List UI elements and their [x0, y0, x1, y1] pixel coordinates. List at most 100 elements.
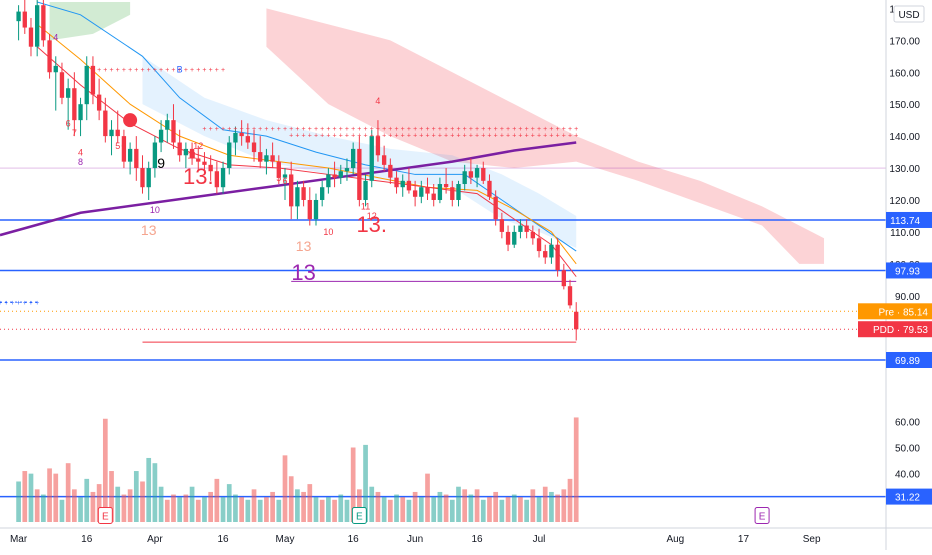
- volume-bar-14: [102, 418, 108, 522]
- cross-marker-2-62: +: [401, 133, 405, 140]
- candle-body-66: [425, 187, 430, 194]
- volume-bar-82: [524, 499, 529, 522]
- cross-marker-1-79: +: [506, 126, 510, 133]
- volume-bar-61: [394, 494, 399, 522]
- price-marker-label-pre: Pre · 85.14: [879, 307, 929, 318]
- volume-bar-0: [16, 481, 21, 522]
- candle-body-65: [419, 187, 424, 197]
- volume-bar-12: [90, 491, 96, 522]
- cross-marker-2-82: +: [525, 133, 529, 140]
- cross-marker-0-20: +: [140, 67, 144, 74]
- volume-bar-74: [474, 489, 480, 522]
- cross-marker-left--1: +: [10, 300, 14, 307]
- time-tick-label-5: 16: [348, 534, 360, 545]
- volume-bar-18: [127, 489, 133, 522]
- volume-bar-65: [418, 497, 424, 522]
- cross-marker-1-38: +: [252, 126, 256, 133]
- cross-marker-1-46: +: [302, 126, 306, 133]
- cross-marker-1-70: +: [450, 126, 454, 133]
- cross-marker-1-51: +: [333, 126, 337, 133]
- annotations: + + + + + + + + + + + + + + + + + + + + + ++ + + + + + + + + + + + + + + + + +…: [0, 32, 770, 524]
- cross-marker-1-43: +: [283, 126, 287, 133]
- candle-body-51: [332, 174, 337, 178]
- candle-body-24: [165, 120, 170, 130]
- candle-body-83: [530, 231, 536, 239]
- candle-body-45: [295, 187, 300, 207]
- volume-bar-85: [542, 486, 548, 522]
- volume-bar-10: [78, 497, 83, 522]
- event-badge-label-2: E: [759, 511, 766, 522]
- candle-body-88: [561, 270, 566, 287]
- volume-bar-90: [573, 417, 579, 522]
- cross-marker-1-58: +: [376, 126, 380, 133]
- volume-bar-32: [214, 478, 220, 522]
- candle-body-79: [505, 231, 511, 245]
- time-tick-label-2: Apr: [147, 534, 163, 545]
- cross-marker-0-21: +: [147, 67, 151, 74]
- event-badge-box-2: [754, 506, 770, 524]
- cross-marker-1-88: +: [562, 126, 566, 133]
- volume-bar-54: [350, 447, 356, 522]
- time-tick-label-4: May: [276, 534, 295, 545]
- candle-body-39: [258, 152, 263, 162]
- volume-bar-17: [121, 494, 127, 522]
- candle-body-12: [90, 65, 96, 95]
- cross-marker-1-36: +: [240, 126, 244, 133]
- volume-bars: [16, 417, 579, 522]
- sequential-label-22: 4: [375, 96, 380, 106]
- volume-level-badge: [886, 488, 932, 505]
- candle-body-77: [493, 196, 498, 220]
- cross-marker-2-54: +: [351, 133, 355, 140]
- candle-body-41: [270, 155, 275, 162]
- volume-bar-40: [264, 497, 269, 522]
- candle-body-30: [202, 161, 207, 165]
- cross-marker-1-72: +: [463, 126, 467, 133]
- candles: [16, 0, 579, 341]
- volume-bar-33: [220, 497, 226, 522]
- candle-body-31: [208, 164, 213, 172]
- volume-bar-35: [233, 494, 238, 522]
- sequential-label-13: 6: [121, 141, 126, 151]
- volume-bar-41: [270, 491, 275, 522]
- cross-marker-1-50: +: [326, 126, 330, 133]
- cross-marker-2-81: +: [518, 133, 522, 140]
- candle-body-8: [65, 88, 71, 98]
- cross-marker-1-37: +: [246, 126, 250, 133]
- event-badge-label-0: E: [102, 511, 109, 522]
- candle-body-22: [152, 142, 158, 169]
- cross-marker-2-87: +: [556, 133, 560, 140]
- event-badge-box-1: [351, 506, 367, 524]
- cross-marker-2-63: +: [407, 133, 411, 140]
- volume-bar-57: [369, 486, 375, 522]
- cross-marker-1-63: +: [407, 126, 411, 133]
- cross-marker-2-60: +: [388, 133, 392, 140]
- cross-marker-2-86: +: [549, 133, 553, 140]
- candle-body-32: [214, 171, 220, 188]
- price-marker-badge-pre: [858, 303, 932, 320]
- cross-marker-2-50: +: [326, 133, 330, 140]
- volume-bar-83: [530, 489, 536, 522]
- sequential-label-4: 13: [141, 222, 157, 238]
- cross-marker-1-30: +: [202, 126, 206, 133]
- candle-body-48: [313, 199, 319, 220]
- cross-marker-2-55: +: [357, 133, 361, 140]
- candle-body-5: [47, 40, 52, 73]
- cross-marker-1-64: +: [413, 126, 417, 133]
- volume-bar-39: [257, 499, 263, 522]
- cross-marker-1-47: +: [308, 126, 312, 133]
- volume-bar-78: [499, 499, 505, 522]
- cross-marker-2-46: +: [302, 133, 306, 140]
- candle-body-81: [518, 225, 523, 232]
- sequential-label-3: 9: [157, 155, 165, 171]
- cross-marker-0-16: +: [116, 67, 120, 74]
- volume-bar-84: [536, 497, 542, 522]
- cross-marker-2-45: +: [295, 133, 299, 140]
- sequential-label-8: 10: [323, 227, 333, 237]
- candle-body-4: [41, 5, 46, 41]
- cross-marker-1-62: +: [401, 126, 405, 133]
- cross-marker-0-18: +: [128, 67, 132, 74]
- cross-marker-1-81: +: [518, 126, 522, 133]
- volume-bar-88: [561, 489, 567, 522]
- candle-body-75: [481, 168, 486, 181]
